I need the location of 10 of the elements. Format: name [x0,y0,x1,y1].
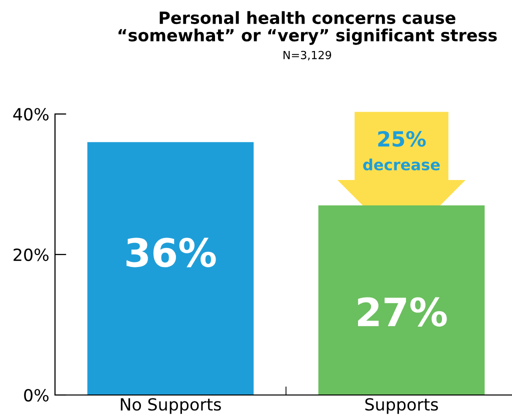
annotation: 25% decrease [363,130,440,170]
chart-title: Personal health concerns cause “somewhat” or “very” significant stress [118,11,497,45]
y-tick-label: 20% [14,248,49,262]
chart-subtitle: N=3,129 [284,50,332,60]
y-tick-label: 0% [24,388,49,402]
x-tick-label: Supports [365,398,438,414]
data-label: 36% [126,238,216,268]
x-tick-label: No Supports [120,398,221,414]
y-tick-label: 40% [13,108,49,121]
data-label: 27% [358,297,447,327]
